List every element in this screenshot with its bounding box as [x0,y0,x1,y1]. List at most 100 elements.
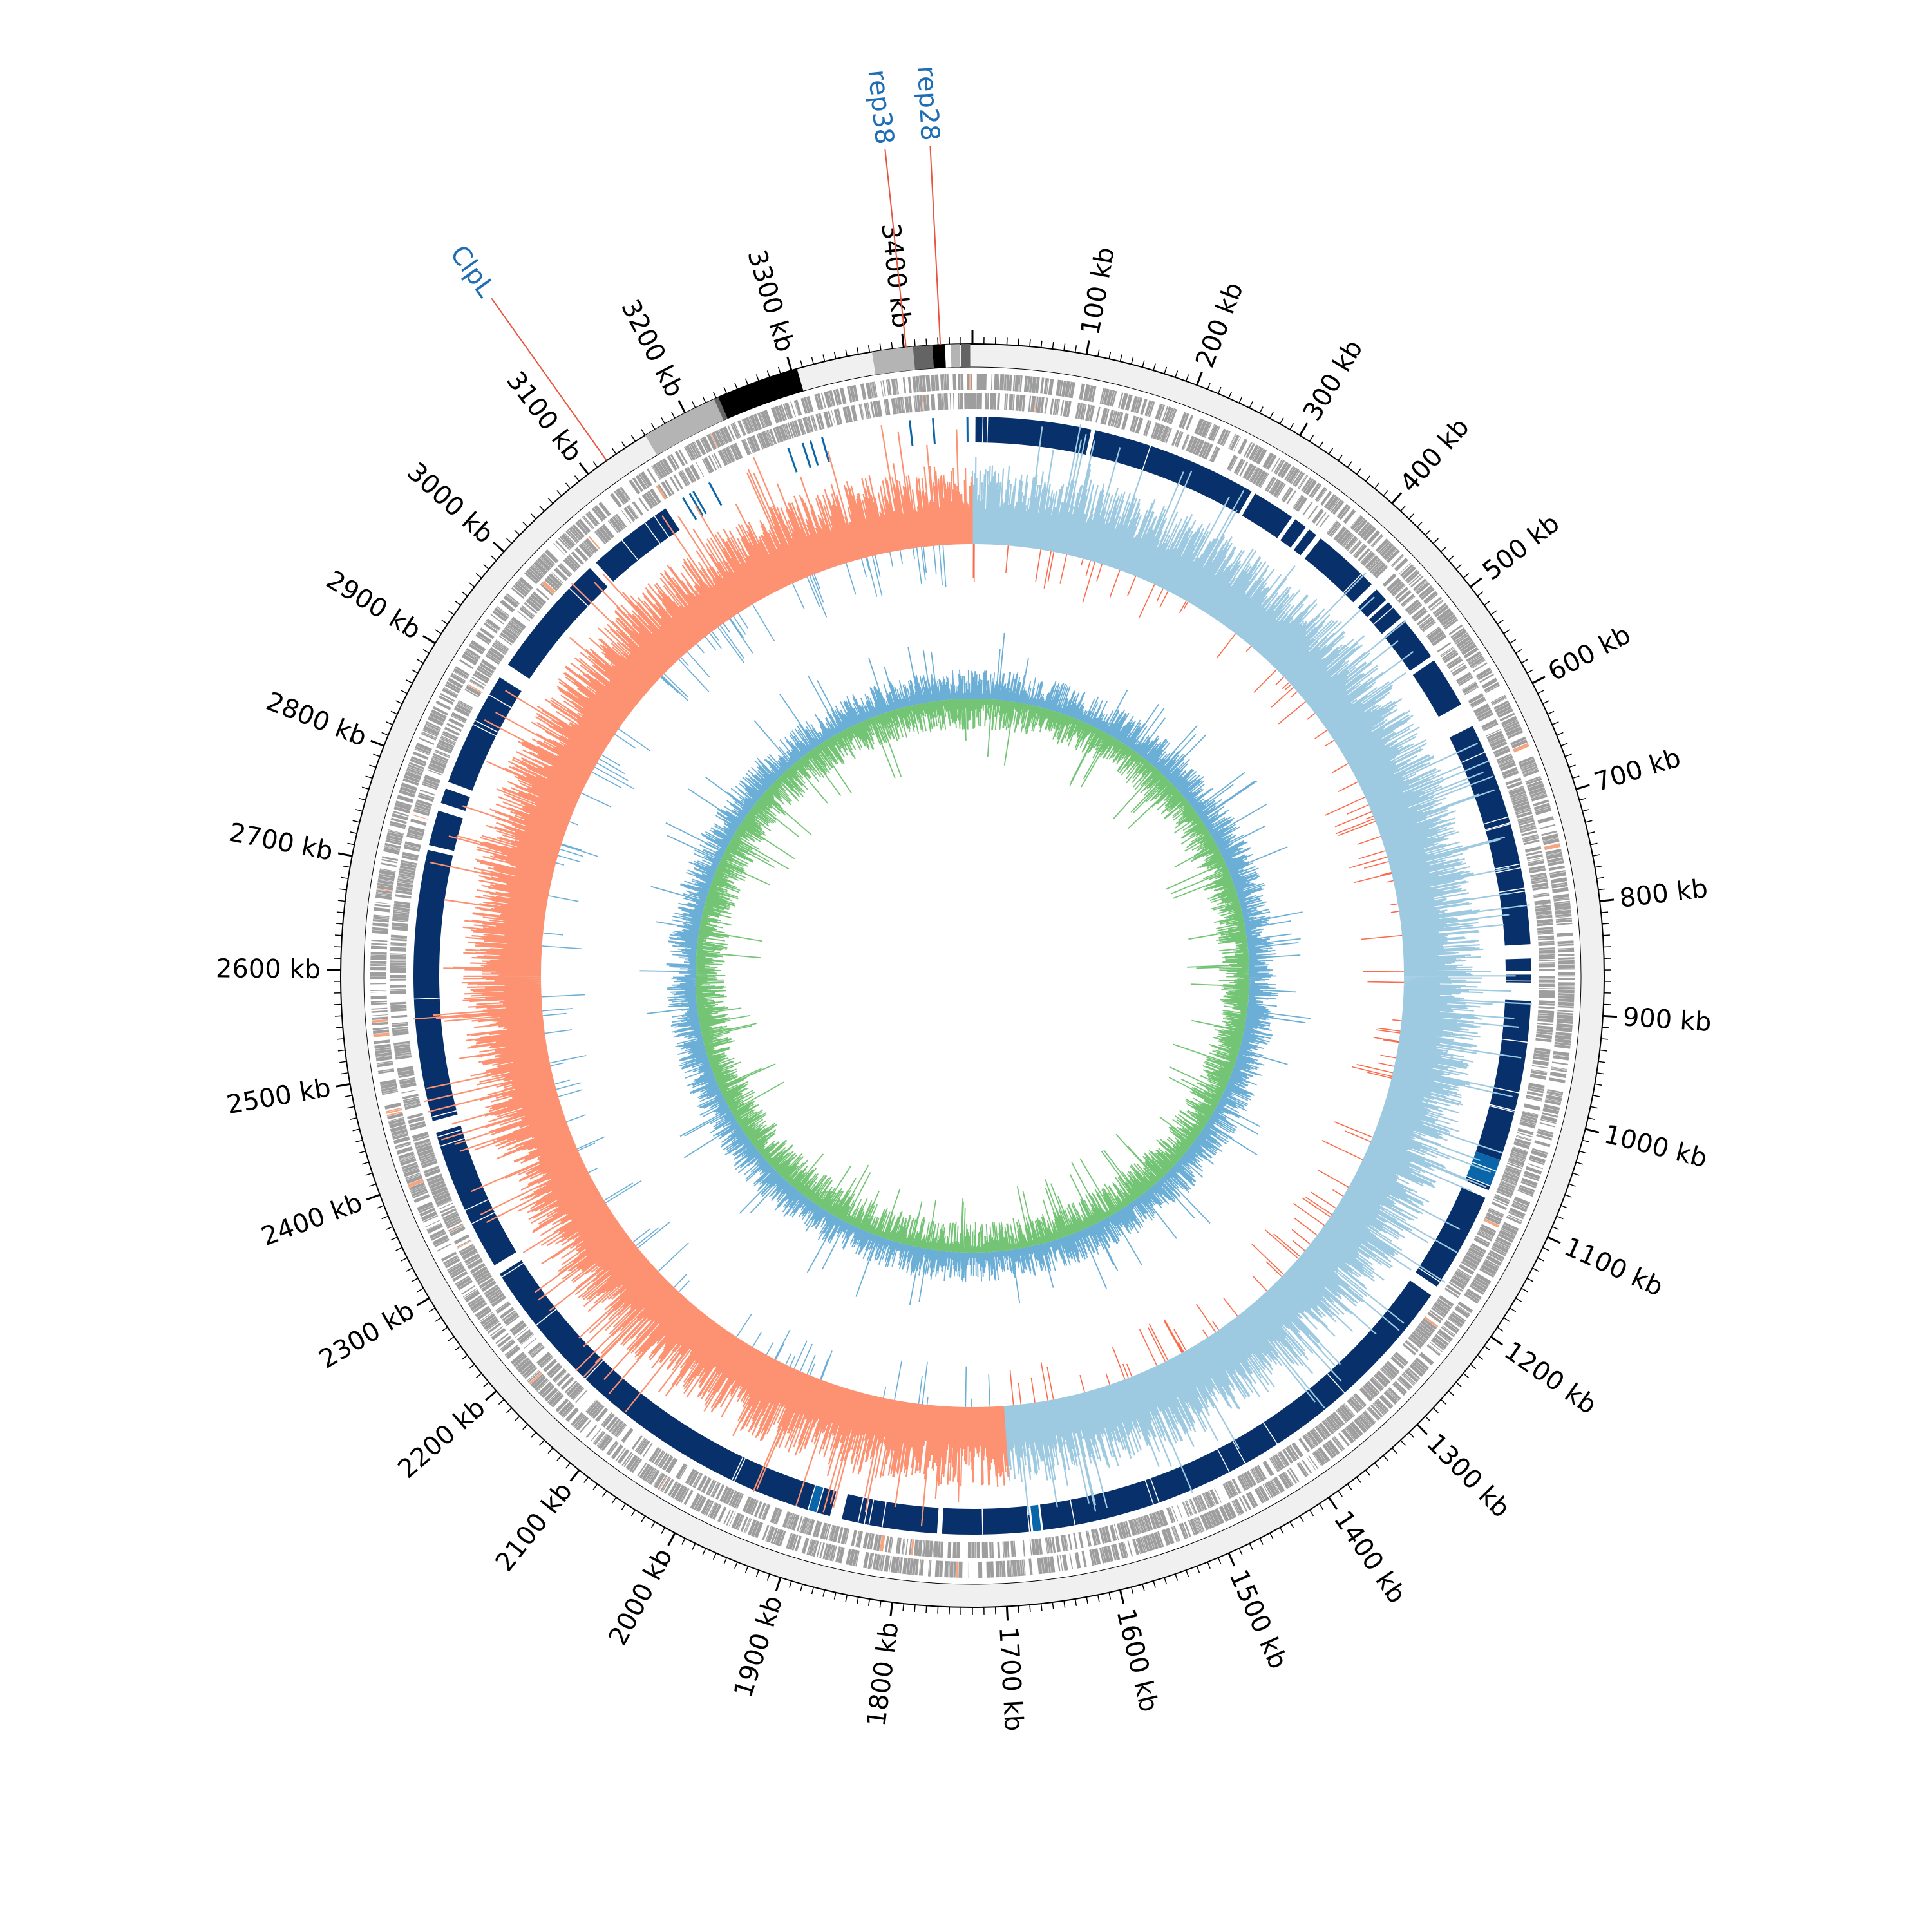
gene-feature [564,1380,578,1394]
gene-feature [395,1052,412,1057]
gene-feature [370,983,387,985]
gene-feature [1364,1382,1378,1397]
gene-feature [520,1362,535,1376]
gene-feature [1009,393,1014,411]
gene-feature [1149,1513,1157,1530]
gene-feature [1522,1110,1539,1115]
minor-tick [867,1598,871,1606]
gene-feature [443,1255,459,1265]
gene-feature [922,1540,925,1557]
gene-feature [415,1141,431,1147]
gene-feature [1103,388,1110,405]
gene-feature [803,397,811,413]
gene-feature [446,681,462,692]
gene-feature [632,501,644,516]
gene-feature [379,1079,397,1086]
gene-feature [1464,1255,1480,1266]
gene-feature [397,1066,414,1072]
gene-feature [1484,681,1500,692]
gene-feature [1305,1434,1316,1448]
gene-feature [1155,403,1163,420]
gene-feature [1034,396,1037,413]
gene-feature [457,702,472,711]
minor-tick [692,1543,696,1550]
gene-feature [636,1438,647,1453]
gene-feature [976,393,980,410]
gene-feature [1293,495,1305,510]
gene-feature [778,424,788,442]
gene-feature [1226,1502,1237,1519]
minor-tick [1542,1247,1549,1251]
gene-feature [1510,793,1527,800]
gene-feature [925,375,931,392]
core-gap [1499,887,1525,893]
gene-feature [818,413,825,430]
gene-feature [657,461,668,477]
gene-feature [1150,1533,1159,1549]
minor-tick [641,1515,646,1522]
gene-feature [1416,582,1430,595]
gene-feature [1082,404,1087,421]
gene-feature [1426,1344,1441,1356]
gene-feature [1551,882,1568,886]
gene-feature [1555,916,1572,918]
gene-feature [1498,1184,1515,1193]
gene-feature [431,1231,446,1241]
gene-feature [1370,534,1383,547]
gene-feature [1441,647,1455,658]
core-gap [1485,822,1511,831]
gene-feature [1118,392,1124,409]
gene-feature [555,1371,567,1383]
gene-feature [801,1537,810,1555]
gene-feature [1499,712,1515,722]
gene-feature [390,962,406,966]
gene-feature [370,963,387,965]
gene-feature [424,724,440,733]
minor-tick [1515,1298,1522,1303]
gene-feature [649,1470,660,1485]
gene-feature [586,1400,599,1414]
gene-feature [1539,962,1555,964]
gene-feature [596,1433,607,1447]
gene-feature [370,990,387,991]
tick-label: 1500 kb [1223,1566,1293,1674]
major-tick [485,1390,497,1401]
gene-feature [585,1425,598,1439]
gene-feature [914,1558,919,1576]
gene-feature [1498,758,1514,766]
minor-tick [621,1503,627,1510]
gene-feature [430,759,447,769]
minor-tick [506,538,513,544]
minor-tick [1537,1257,1544,1262]
core-block [436,1125,516,1265]
outer-band-inner-edge [363,366,1582,1585]
gene-feature [616,488,629,504]
gene-feature [1350,1396,1363,1410]
gene-feature [1428,596,1443,609]
gene-feature [390,937,407,940]
gene-feature [526,598,540,612]
gene-feature [419,789,436,796]
minor-tick [1074,345,1077,353]
gene-feature [1204,1493,1211,1508]
gene-feature [1129,415,1137,432]
gene-feature [912,376,917,393]
gene-feature [606,1441,618,1455]
gene-feature [386,1113,404,1120]
gene-feature [1437,1332,1451,1343]
gene-feature [405,1172,421,1179]
gene-feature [1530,792,1547,799]
gene-feature [1516,811,1533,819]
gene-feature [908,396,913,413]
gene-feature [1379,542,1392,555]
minor-tick [1526,1278,1534,1282]
gene-feature [1414,1359,1428,1372]
gene-feature [846,406,853,422]
gene-feature [396,882,413,888]
gene-feature [1181,433,1189,450]
gene-feature [1029,1539,1032,1556]
gene-feature [959,393,963,410]
gene-feature [1208,424,1219,441]
gene-feature [1479,673,1495,683]
gene-feature [1274,460,1285,475]
